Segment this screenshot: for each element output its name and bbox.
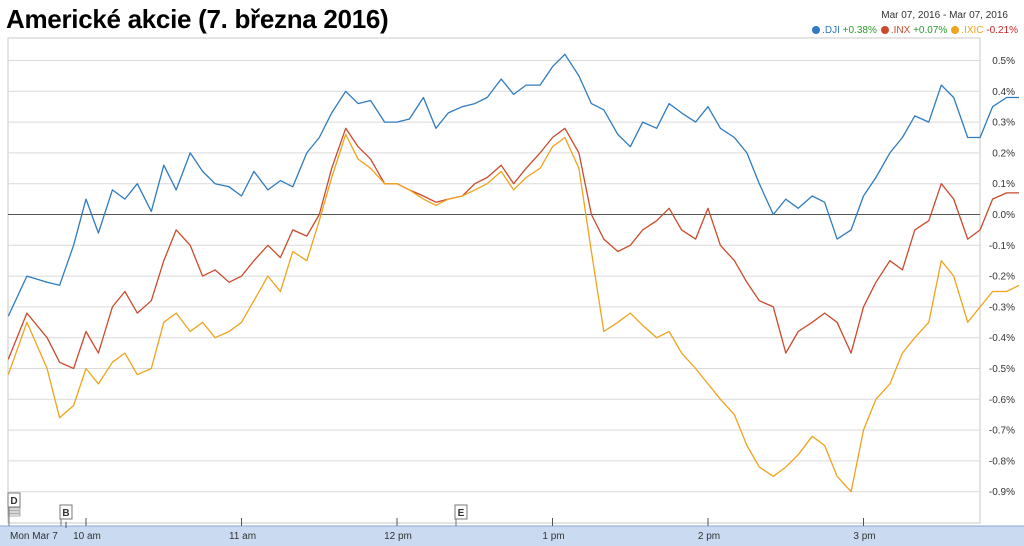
event-marker-box (59, 504, 73, 520)
legend-series-name: .INX (890, 25, 911, 36)
event-marker-stack (7, 507, 21, 511)
chart-title: Americké akcie (7. března 2016) (6, 4, 389, 34)
series-layer (7, 53, 1020, 493)
x-tick-label: 1 pm (542, 531, 564, 542)
x-tick-label: Mon Mar 7 (10, 531, 58, 542)
x-tick-label: 3 pm (853, 531, 875, 542)
y-tick-label: 0.5% (992, 56, 1015, 67)
y-tick-label: 0.1% (992, 179, 1015, 190)
legend: .DJI +0.38% .INX +0.07% .IXIC -0.21% (808, 25, 1018, 36)
y-tick-label: -0.3% (989, 302, 1015, 313)
y-tick-label: -0.7% (989, 426, 1015, 437)
event-marker-label: B (62, 508, 69, 519)
legend-series-name: .DJI (822, 25, 840, 36)
event-marker-stack (7, 510, 21, 514)
axis-layer: 0.5% 0.4% 0.3% 0.2% 0.1% 0.0% -0.1% -0.2% -0.3% -… (0, 56, 1024, 546)
event-marker-box (7, 492, 21, 508)
series-line-dji (7, 53, 1019, 317)
event-marker-e: E (454, 504, 468, 526)
legend-series-change: +0.38% (839, 25, 877, 36)
legend-item-ixic[interactable]: .IXIC -0.21% (951, 25, 1018, 36)
x-axis-band (0, 526, 1024, 546)
legend-series-name: .IXIC (961, 25, 984, 36)
y-tick-label: 0.4% (992, 87, 1015, 98)
y-tick-label: 0.3% (992, 118, 1015, 129)
legend-series-change: -0.21% (983, 25, 1018, 36)
event-marker-label: E (458, 508, 465, 519)
legend-item-inx[interactable]: .INX +0.07% (880, 25, 948, 36)
event-marker-stack (7, 513, 21, 517)
series-line-ixic (7, 133, 1020, 493)
y-tick-label: -0.2% (989, 272, 1015, 283)
grid-layer (7, 37, 981, 524)
legend-dot-icon (951, 26, 960, 34)
y-tick-label: -0.1% (989, 241, 1015, 252)
event-marker-label: D (10, 496, 17, 507)
date-range: Mar 07, 2016 - Mar 07, 2016 (881, 10, 1008, 21)
y-tick-label: -0.5% (989, 364, 1015, 375)
y-tick-label: 0.2% (992, 148, 1015, 159)
legend-dot-icon (812, 26, 821, 34)
y-tick-label: -0.6% (989, 395, 1015, 406)
event-marker-d: D (7, 492, 21, 526)
legend-dot-icon (880, 26, 889, 34)
legend-item-dji[interactable]: .DJI +0.38% (812, 25, 877, 36)
event-marker-b: B (59, 504, 73, 526)
y-tick-label: 0.0% (992, 210, 1015, 221)
plot-frame (7, 37, 981, 524)
x-tick-label: 11 am (229, 531, 256, 542)
x-tick-label: 12 pm (384, 531, 412, 542)
event-marker-box (454, 504, 468, 520)
legend-series-change: +0.07% (910, 25, 948, 36)
x-tick-label: 2 pm (698, 531, 720, 542)
y-tick-label: -0.9% (989, 487, 1015, 498)
y-tick-label: -0.4% (989, 333, 1015, 344)
x-tick-label: 10 am (73, 531, 101, 542)
series-line-inx (7, 127, 1019, 370)
y-tick-label: -0.8% (989, 456, 1015, 467)
